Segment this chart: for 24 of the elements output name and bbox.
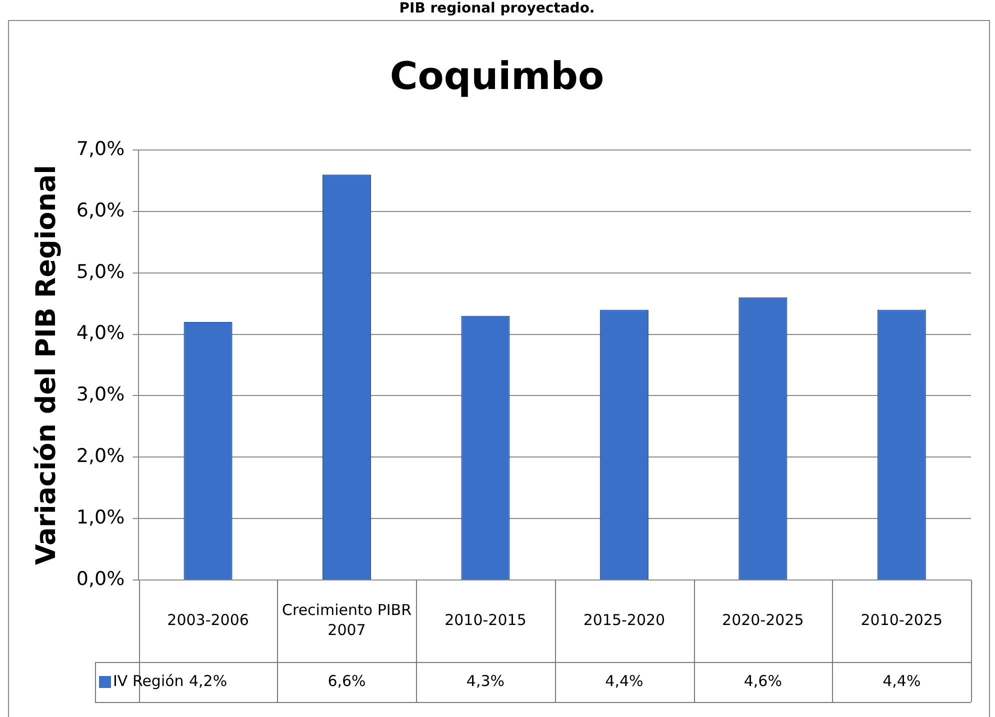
data-label: 4,2% bbox=[188, 672, 228, 690]
y-axis-title: Variación del PIB Regional bbox=[31, 165, 62, 565]
y-tick-label: 2,0% bbox=[76, 445, 125, 468]
x-tick-label: 2010-2025 bbox=[860, 610, 943, 629]
y-tick-label: 1,0% bbox=[76, 506, 125, 529]
legend-label: IV Región bbox=[113, 672, 184, 690]
y-tick-label: 5,0% bbox=[76, 260, 125, 283]
x-tick-label: Crecimiento PIBR 2007 bbox=[282, 600, 412, 639]
chart-title: Coquimbo bbox=[390, 54, 604, 98]
y-tick-label: 7,0% bbox=[76, 138, 125, 160]
data-label: 4,4% bbox=[882, 672, 921, 690]
x-tick-label: 2003-2006 bbox=[167, 610, 249, 629]
data-label: 4,6% bbox=[744, 672, 782, 690]
data-label: 6,6% bbox=[328, 672, 366, 690]
data-label: 4,4% bbox=[605, 672, 644, 690]
x-tick-label: 2010-2015 bbox=[444, 610, 526, 629]
y-tick-label: 0,0% bbox=[76, 568, 125, 590]
y-tick-label: 6,0% bbox=[76, 199, 125, 222]
x-tick-label: 2015-2020 bbox=[583, 610, 666, 629]
y-tick-label: 3,0% bbox=[76, 384, 125, 406]
text: PIB regional proyectado. bbox=[399, 0, 595, 17]
data-label: 4,3% bbox=[466, 672, 505, 690]
x-tick-label: 2020-2025 bbox=[722, 610, 804, 629]
y-tick-label: 4,0% bbox=[76, 322, 125, 344]
